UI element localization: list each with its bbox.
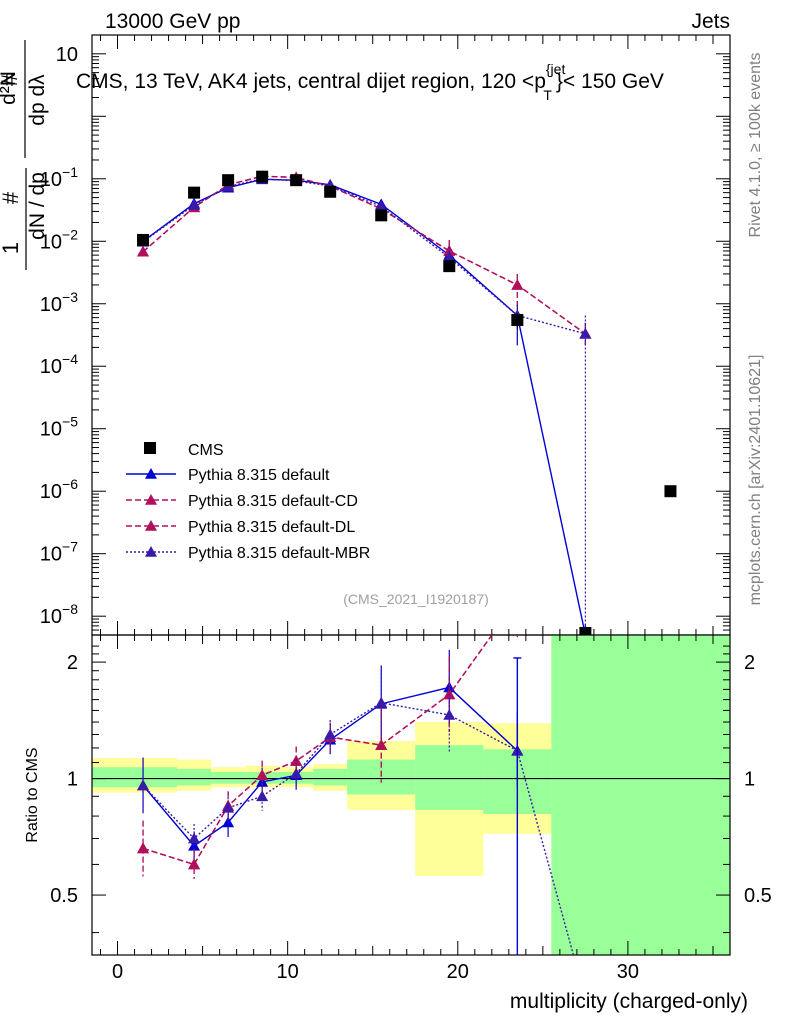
ratio-point-3 (256, 790, 269, 802)
legend-marker-2 (145, 520, 157, 531)
y-tick-label: 10−4 (40, 351, 78, 378)
y-tick-label: 10−7 (40, 539, 78, 566)
series-line-0 (142, 178, 587, 635)
data-point (137, 233, 150, 246)
y-tick-label: 10−1 (40, 164, 78, 191)
stat-band-9 (551, 635, 730, 955)
x-tick-label: 10 (277, 961, 299, 983)
series-point-3 (443, 251, 456, 263)
ratio-point-2 (188, 858, 201, 870)
ratio-point-3 (324, 728, 337, 740)
ratio-point-3 (443, 708, 456, 720)
main-series (137, 170, 592, 635)
title-part-sup: {jet (546, 61, 566, 77)
y-label-rhs-den: dp dλ (26, 74, 49, 126)
data-point (222, 174, 235, 187)
stat-band-2 (211, 771, 246, 784)
ratio-frame (91, 634, 731, 956)
ratio-series (137, 635, 575, 955)
data-point (290, 174, 303, 187)
y-tick-label: 10−6 (40, 476, 78, 503)
ratio-tick-label-left: 0.5 (50, 885, 78, 907)
series-point-2 (511, 278, 524, 290)
ratio-panel: 0 10 20 30 2 2 1 1 0.5 0.5 (50, 35, 772, 983)
legend-label-cms: CMS (188, 442, 224, 459)
ratio-line-3 (142, 702, 575, 955)
series-point-3 (375, 200, 388, 212)
legend-marker-3 (145, 546, 157, 557)
x-tick-label: 20 (447, 961, 469, 983)
title-part-sub: T (543, 87, 552, 103)
series-point-2 (137, 245, 150, 257)
y-tick-label: 10−5 (40, 414, 78, 441)
header-energy: 13000 GeV pp (105, 10, 240, 33)
x-tick-label: 30 (617, 961, 639, 983)
ratio-point-3 (290, 767, 303, 779)
y-label-denominator: dN / dp (26, 172, 49, 240)
stat-band-0 (92, 767, 178, 788)
data-point (375, 209, 388, 222)
legend-label-1: Pythia 8.315 default-CD (188, 493, 358, 510)
title-part-main: CMS, 13 TeV, AK4 jets, central dijet reg… (76, 70, 546, 93)
y-tick-label: 10−2 (40, 226, 78, 253)
data-point (324, 185, 337, 198)
y-tick-label: 10 (56, 44, 78, 66)
ratio-tick-label-right: 1 (744, 769, 755, 791)
main-panel: 10 10−1 10−2 10−3 10−4 10−5 10−6 10−7 10−8 (40, 34, 731, 639)
series-point-3 (188, 199, 201, 210)
ratio-tick-label-right: 0.5 (744, 885, 772, 907)
header-group: Jets (691, 10, 730, 33)
y-tick-label: 10−8 (40, 601, 78, 628)
legend-label-3: Pythia 8.315 default-MBR (188, 545, 370, 562)
data-point (188, 186, 201, 199)
ratio-point-2 (137, 842, 150, 854)
ratio-tick-label-left: 2 (67, 652, 78, 674)
ratio-point-2 (375, 739, 388, 750)
rivet-version-label: Rivet 4.1.0, ≥ 100k events (747, 53, 764, 238)
analysis-id: (CMS_2021_I1920187) (343, 591, 489, 607)
legend-marker-cms (144, 442, 156, 454)
ratio-tick-label-left: 1 (67, 769, 78, 791)
y-label-rhs-num: d²N (0, 71, 20, 105)
x-axis-label: multiplicity (charged-only) (510, 990, 748, 1013)
ratio-point-3 (137, 779, 150, 791)
ratio-point-3 (222, 801, 235, 813)
y-tick-label: 10−3 (40, 289, 78, 316)
legend-marker-1 (145, 494, 157, 505)
legend-marker-0 (145, 468, 157, 479)
x-tick-label: 0 (112, 961, 123, 983)
data-point (443, 260, 456, 273)
data-point (664, 485, 677, 498)
title-part-tail: }< 150 GeV (556, 70, 664, 93)
y-axis-label: # 1 dN / dp # d²N dp dλ (0, 40, 49, 270)
ratio-point-3 (188, 832, 201, 844)
ratio-tick-label-right: 2 (744, 652, 755, 674)
series-point-2 (443, 244, 456, 256)
legend: CMS Pythia 8.315 default Pythia 8.315 defa… (126, 442, 370, 562)
series-line-3 (142, 178, 586, 335)
chart-title: CMS, 13 TeV, AK4 jets, central dijet reg… (76, 61, 664, 103)
legend-label-2: Pythia 8.315 default-DL (188, 519, 355, 536)
y-label-hash: # (0, 191, 23, 204)
stat-band-5 (313, 768, 348, 786)
ratio-y-axis-label: Ratio to CMS (24, 747, 41, 842)
ratio-bands (92, 635, 730, 955)
mcplots-label: mcplots.cern.ch [arXiv:2401.10621] (747, 355, 764, 606)
data-point (256, 170, 269, 183)
legend-label-0: Pythia 8.315 default (188, 467, 330, 484)
y-label-hash-2: # (0, 73, 22, 86)
ratio-point-2 (256, 769, 269, 781)
stat-band-7 (415, 745, 484, 810)
y-label-numerator: 1 (0, 242, 23, 254)
ratio-point-3 (375, 696, 388, 708)
stat-band-1 (177, 768, 212, 786)
